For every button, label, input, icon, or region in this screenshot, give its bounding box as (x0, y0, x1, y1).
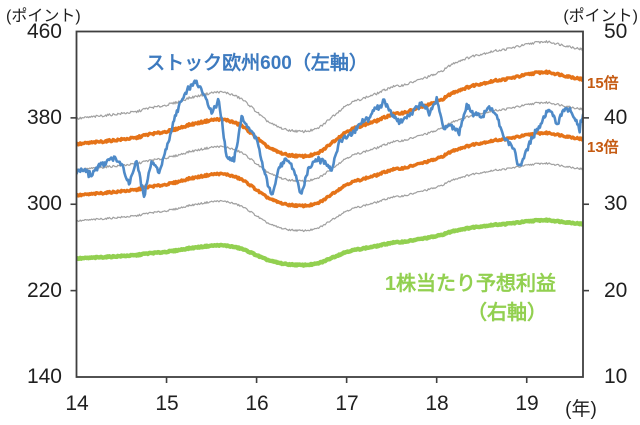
x-axis-tick-label: 14 (65, 392, 89, 415)
right-axis-tick-label: 10 (604, 365, 628, 388)
right-axis-tick-label: 30 (604, 192, 628, 215)
series-label-eps-line2: （右軸） (467, 302, 547, 324)
left-axis-tick-label: 460 (26, 20, 62, 43)
right-axis-tick-label: 40 (604, 106, 628, 129)
band-label-15x: 15倍 (587, 75, 619, 92)
band-label-13x: 13倍 (587, 139, 619, 156)
left-axis-unit: (ポイント) (6, 8, 81, 25)
x-axis-unit: (年) (565, 399, 597, 420)
right-axis-unit: (ポイント) (563, 8, 638, 25)
left-axis-tick-label: 220 (26, 279, 62, 302)
right-axis-tick-label: 20 (604, 279, 628, 302)
series-label-eps-line1: 1株当たり予想利益 (384, 273, 556, 295)
x-axis-tick-label: 16 (245, 392, 269, 415)
series-label-stoxx: ストック欧州600（左軸） (146, 53, 368, 74)
x-axis-tick-label: 19 (515, 392, 539, 415)
left-axis-tick-label: 300 (26, 192, 62, 215)
left-axis-tick-label: 140 (26, 365, 62, 388)
x-axis-tick-label: 18 (425, 392, 449, 415)
x-axis-tick-label: 17 (335, 392, 359, 415)
left-axis-tick-label: 380 (26, 106, 62, 129)
x-axis-tick-label: 15 (155, 392, 179, 415)
right-axis-tick-label: 50 (604, 20, 628, 43)
